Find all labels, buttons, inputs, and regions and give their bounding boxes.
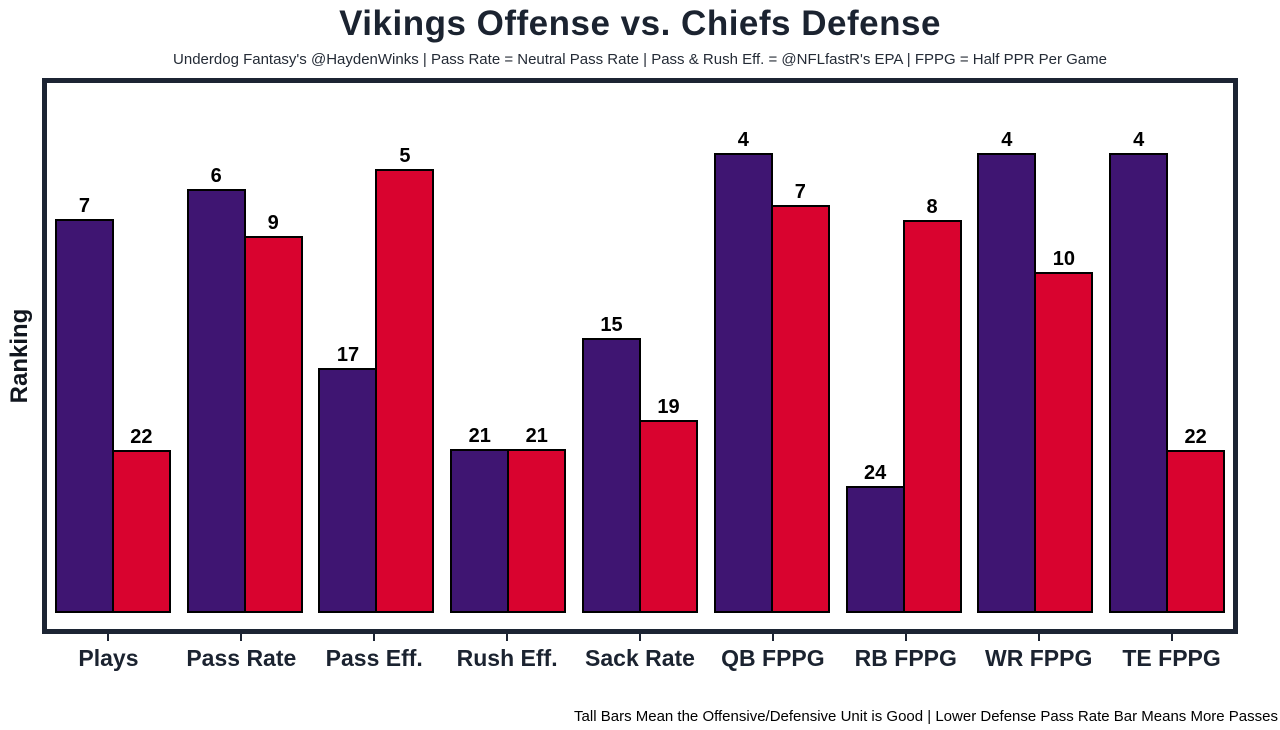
x-axis-label-rush-eff: Rush Eff. <box>456 645 558 671</box>
bar-te-fppg-offense <box>1109 153 1169 613</box>
bar-rank-label: 21 <box>525 425 548 447</box>
x-axis-label-qb-fppg: QB FPPG <box>721 645 825 671</box>
bar-column-pass-eff-offense: 17 <box>318 344 378 613</box>
axis-tick <box>373 634 376 641</box>
chart-title: Vikings Offense vs. Chiefs Defense <box>339 4 941 43</box>
axis-tick <box>240 634 243 641</box>
x-axis-cell-te-fppg: TE FPPG <box>1105 634 1238 672</box>
bar-rank-label: 4 <box>1001 129 1013 151</box>
x-axis-cell-plays: Plays <box>42 634 175 672</box>
bar-sack-rate-defense <box>639 420 699 613</box>
x-axis-cell-wr-fppg: WR FPPG <box>972 634 1105 672</box>
bar-rank-label: 22 <box>1184 426 1207 448</box>
bar-groups-container: 7 22 6 9 17 5 21 21 15 19 4 7 24 8 4 10 4 22 <box>47 83 1233 629</box>
bar-column-wr-fppg-offense: 4 <box>977 129 1037 613</box>
bar-rank-label: 4 <box>737 129 749 151</box>
bar-rank-label: 17 <box>336 344 360 366</box>
plot-area: 7 22 6 9 17 5 21 21 15 19 4 7 24 8 4 10 4 22 <box>42 78 1238 634</box>
bar-sack-rate-offense <box>582 338 642 613</box>
bar-column-sack-rate-defense: 19 <box>639 396 699 613</box>
bar-rb-fppg-defense <box>902 220 962 613</box>
bar-column-pass-rate-defense: 9 <box>243 212 303 613</box>
axis-tick <box>506 634 509 641</box>
bar-rank-label: 8 <box>926 196 938 218</box>
y-axis-label: Ranking <box>6 308 33 404</box>
x-axis-label-rb-fppg: RB FPPG <box>854 645 957 671</box>
bar-wr-fppg-offense <box>977 153 1037 613</box>
x-axis-label-plays: Plays <box>78 645 139 671</box>
bar-rb-fppg-offense <box>845 486 905 613</box>
bar-te-fppg-defense <box>1166 450 1226 613</box>
x-axis-label-sack-rate: Sack Rate <box>585 645 695 671</box>
bar-group-rb-fppg: 24 8 <box>838 197 970 613</box>
x-axis-label-pass-rate: Pass Rate <box>186 645 297 671</box>
bar-column-rb-fppg-offense: 24 <box>845 462 905 613</box>
bar-pass-rate-offense <box>186 189 246 613</box>
bar-rank-label: 22 <box>130 426 153 448</box>
bar-column-wr-fppg-defense: 10 <box>1034 248 1094 613</box>
bar-column-pass-eff-defense: 5 <box>375 145 435 613</box>
bar-rank-label: 9 <box>267 212 279 234</box>
axis-tick <box>904 634 907 641</box>
bar-column-te-fppg-defense: 22 <box>1166 426 1226 613</box>
chart-footnote: Tall Bars Mean the Offensive/Defensive U… <box>574 708 1278 725</box>
bar-column-qb-fppg-offense: 4 <box>713 129 773 613</box>
bar-column-sack-rate-offense: 15 <box>582 314 642 613</box>
bar-plays-defense <box>111 450 171 613</box>
bar-qb-fppg-offense <box>713 153 773 613</box>
bar-wr-fppg-defense <box>1034 272 1094 613</box>
x-axis: Plays Pass Rate Pass Eff. Rush Eff. Sack Rat… <box>42 634 1238 672</box>
bar-pass-eff-defense <box>375 169 435 613</box>
bar-pass-eff-offense <box>318 368 378 613</box>
x-axis-label-wr-fppg: WR FPPG <box>985 645 1093 671</box>
chart-subtitle: Underdog Fantasy's @HaydenWinks | Pass R… <box>173 51 1107 68</box>
bar-column-rush-eff-defense: 21 <box>507 425 567 613</box>
bar-column-qb-fppg-defense: 7 <box>770 181 830 613</box>
axis-tick <box>771 634 774 641</box>
x-axis-cell-qb-fppg: QB FPPG <box>706 634 839 672</box>
axis-tick <box>639 634 641 641</box>
bar-column-rb-fppg-defense: 8 <box>902 196 962 613</box>
x-axis-cell-rush-eff: Rush Eff. <box>441 634 574 672</box>
bar-rank-label: 10 <box>1052 248 1075 270</box>
bar-column-pass-rate-offense: 6 <box>186 165 246 613</box>
bar-group-sack-rate: 15 19 <box>574 315 706 613</box>
bar-column-te-fppg-offense: 4 <box>1109 129 1169 613</box>
bar-rank-label: 7 <box>78 195 90 217</box>
bar-rank-label: 6 <box>210 165 222 187</box>
x-axis-cell-sack-rate: Sack Rate <box>574 634 707 672</box>
x-axis-label-te-fppg: TE FPPG <box>1122 645 1221 671</box>
axis-tick <box>1037 634 1040 641</box>
bar-rank-label: 5 <box>399 145 411 167</box>
bar-rank-label: 24 <box>863 462 887 484</box>
bar-group-te-fppg: 4 22 <box>1101 130 1233 613</box>
bar-rank-label: 19 <box>657 396 680 418</box>
bar-rank-label: 21 <box>468 425 491 447</box>
bar-group-pass-eff: 17 5 <box>311 146 443 613</box>
bar-group-plays: 7 22 <box>47 196 179 613</box>
axis-tick <box>107 634 110 641</box>
bar-rank-label: 15 <box>600 314 623 336</box>
x-axis-cell-pass-rate: Pass Rate <box>175 634 308 672</box>
bar-qb-fppg-defense <box>770 205 830 613</box>
bar-group-rush-eff: 21 21 <box>442 426 574 613</box>
bar-rank-label: 7 <box>794 181 806 203</box>
x-axis-cell-pass-eff: Pass Eff. <box>308 634 441 672</box>
x-axis-label-pass-eff: Pass Eff. <box>325 645 423 671</box>
x-axis-cell-rb-fppg: RB FPPG <box>839 634 972 672</box>
bar-rush-eff-defense <box>507 449 567 613</box>
bar-group-wr-fppg: 4 10 <box>969 130 1101 613</box>
bar-column-plays-offense: 7 <box>54 195 114 613</box>
bar-rush-eff-offense <box>450 449 510 613</box>
bar-rank-label: 4 <box>1133 129 1145 151</box>
bar-column-rush-eff-offense: 21 <box>450 425 510 613</box>
bar-plays-offense <box>54 219 114 613</box>
bar-column-plays-defense: 22 <box>111 426 171 613</box>
axis-tick <box>1170 634 1173 641</box>
bar-pass-rate-defense <box>243 236 303 613</box>
